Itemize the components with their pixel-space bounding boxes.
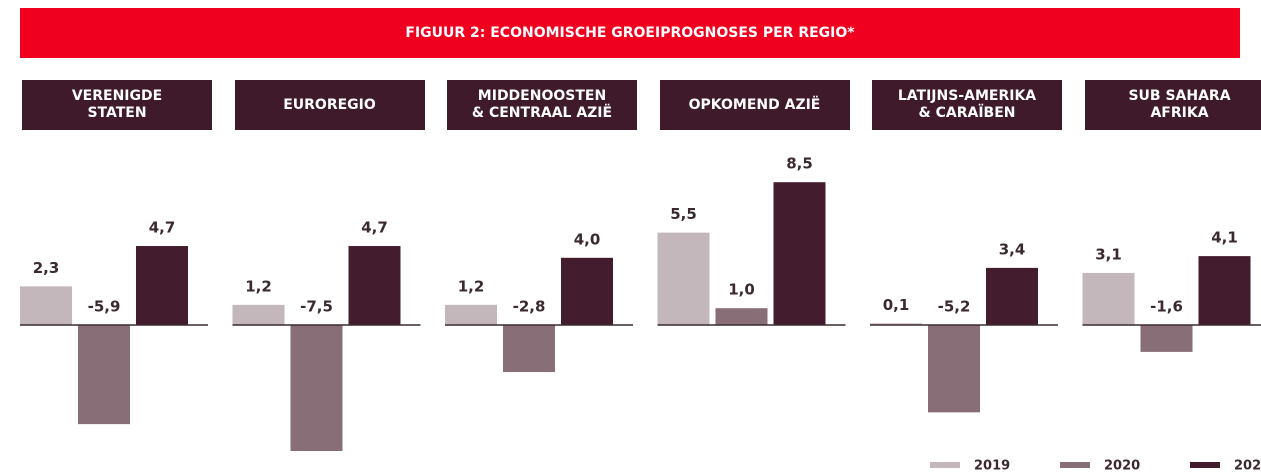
bar <box>1082 272 1135 325</box>
value-label: 1,0 <box>728 281 755 299</box>
value-label: 3,1 <box>1095 245 1122 263</box>
bar <box>503 325 555 373</box>
value-label: -5,9 <box>88 298 121 316</box>
value-label: 4,7 <box>149 219 176 237</box>
bar <box>870 323 922 325</box>
legend-swatch <box>930 462 960 468</box>
value-label: 4,1 <box>1211 229 1238 247</box>
bar <box>561 257 613 325</box>
bar <box>232 304 285 325</box>
bar <box>136 246 188 325</box>
region-header: OPKOMEND AZIË <box>659 80 850 130</box>
region-header: VERENIGDE STATEN <box>22 80 212 130</box>
legend-label: 2019 <box>974 459 1010 474</box>
bar <box>773 182 826 325</box>
value-label: -2,8 <box>513 298 546 316</box>
legend-label: 2020 <box>1104 459 1140 474</box>
region-header: SUB SAHARA AFRIKA <box>1084 80 1261 130</box>
value-label: 1,2 <box>458 277 485 295</box>
value-label: -5,2 <box>938 298 971 316</box>
value-label: 0,1 <box>883 296 910 314</box>
bar <box>20 286 72 325</box>
value-label: 8,5 <box>786 155 813 173</box>
value-label: 4,7 <box>361 219 388 237</box>
legend-swatch <box>1190 462 1220 468</box>
value-label: 1,2 <box>245 277 272 295</box>
value-label: 5,5 <box>670 205 697 223</box>
bar <box>78 325 130 425</box>
region-header: LATIJNS-AMERIKA & CARAÏBEN <box>872 80 1062 130</box>
value-label: -1,6 <box>1150 298 1183 316</box>
region-header: MIDDENOOSTEN & CENTRAAL AZIË <box>447 80 637 130</box>
bar <box>986 267 1038 325</box>
bar <box>1140 325 1193 352</box>
region-header: EUROREGIO <box>234 80 425 130</box>
bar <box>657 232 710 325</box>
bar <box>1198 256 1251 325</box>
bar <box>348 246 401 325</box>
legend-swatch <box>1060 462 1090 468</box>
value-label: 2,3 <box>33 259 60 277</box>
legend-label: 2021 <box>1234 459 1261 474</box>
bar <box>290 325 343 451</box>
value-label: 3,4 <box>999 240 1026 258</box>
bar <box>715 308 768 325</box>
value-label: -7,5 <box>300 298 333 316</box>
bar <box>928 325 980 413</box>
value-label: 4,0 <box>574 230 601 248</box>
chart-title: FIGUUR 2: ECONOMISCHE GROEIPROGNOSES PER… <box>20 8 1240 58</box>
bar <box>445 304 497 325</box>
